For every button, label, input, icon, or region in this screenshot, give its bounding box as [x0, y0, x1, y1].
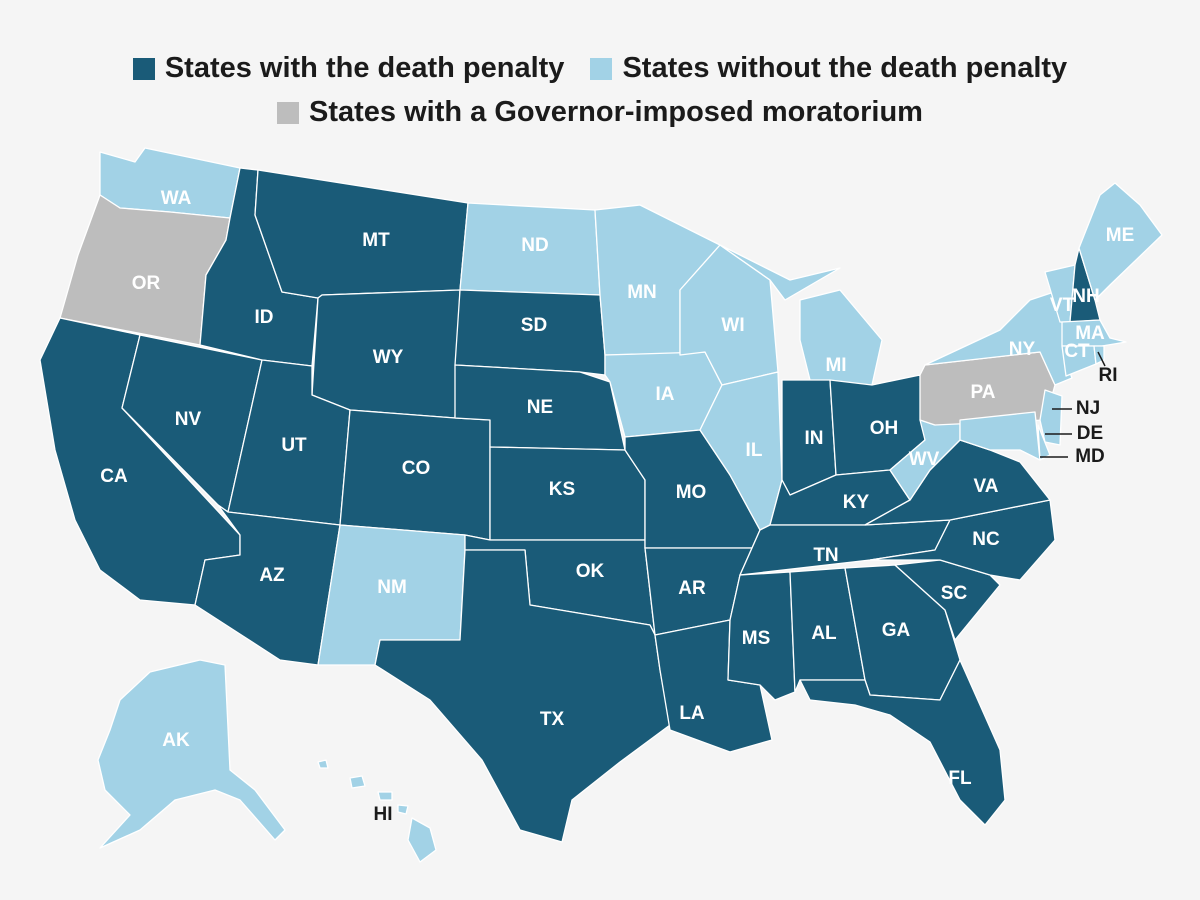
- state-label-ia: IA: [656, 384, 675, 405]
- state-ak: [97, 659, 286, 849]
- state-label-pa: PA: [971, 382, 996, 403]
- state-label-ok: OK: [576, 561, 605, 582]
- state-label-la: LA: [679, 703, 705, 724]
- legend-item-with: States with the death penalty: [132, 52, 565, 85]
- state-label-nc: NC: [972, 529, 1000, 550]
- state-label-oh: OH: [870, 418, 899, 439]
- state-nh: [1069, 247, 1101, 323]
- state-label-ri: RI: [1099, 365, 1118, 386]
- state-hi: [407, 817, 437, 863]
- state-label-fl: FL: [948, 768, 972, 789]
- state-label-nv: NV: [175, 409, 202, 430]
- state-label-sc: SC: [941, 583, 968, 604]
- state-label-nm: NM: [377, 577, 407, 598]
- state-label-ar: AR: [678, 578, 706, 599]
- state-label-il: IL: [746, 440, 763, 461]
- state-label-wy: WY: [373, 347, 404, 368]
- state-label-nh: NH: [1072, 286, 1099, 307]
- state-label-ca: CA: [100, 466, 128, 487]
- state-hi: [377, 791, 393, 801]
- state-shapes: [39, 147, 1163, 863]
- state-label-ut: UT: [281, 435, 307, 456]
- legend-swatch-with: [132, 57, 155, 80]
- state-ms: [727, 571, 796, 701]
- state-label-mn: MN: [627, 282, 657, 303]
- state-label-az: AZ: [259, 565, 285, 586]
- leader-line-ri: [1097, 351, 1106, 367]
- state-label-or: OR: [132, 273, 161, 294]
- state-label-sd: SD: [521, 315, 547, 336]
- state-label-me: ME: [1106, 225, 1135, 246]
- state-label-ks: KS: [549, 479, 575, 500]
- state-label-ky: KY: [843, 492, 870, 513]
- state-label-wv: WV: [909, 449, 940, 470]
- state-hi: [397, 804, 409, 815]
- state-label-nj: NJ: [1076, 398, 1100, 419]
- legend-item-moratorium: States with a Governor-imposed moratoriu…: [277, 96, 923, 129]
- state-labels: WA OR CA NV ID MT WY UT CO AZ NM ND SD NE KS OK TX MN IA MO…: [100, 188, 1134, 825]
- state-fl: [799, 659, 1006, 826]
- state-label-ms: MS: [742, 628, 771, 649]
- state-md: [959, 411, 1041, 461]
- state-label-ny: NY: [1009, 339, 1036, 360]
- state-me: [1078, 182, 1163, 301]
- state-label-tx: TX: [540, 709, 565, 730]
- state-tx: [374, 549, 671, 843]
- state-label-md: MD: [1075, 446, 1105, 467]
- state-mi: [719, 244, 841, 301]
- state-label-wa: WA: [161, 188, 192, 209]
- state-label-mo: MO: [676, 482, 707, 503]
- state-label-va: VA: [974, 476, 999, 497]
- state-label-ct: CT: [1064, 341, 1090, 362]
- state-label-ak: AK: [162, 730, 190, 751]
- state-label-id: ID: [255, 307, 274, 328]
- state-label-hi: HI: [374, 804, 393, 825]
- state-label-mt: MT: [362, 230, 390, 251]
- state-label-ma: MA: [1075, 323, 1105, 344]
- state-label-mi: MI: [825, 355, 846, 376]
- state-label-in: IN: [805, 428, 824, 449]
- state-label-ne: NE: [527, 397, 553, 418]
- legend-swatch-without: [590, 57, 613, 80]
- state-nj: [1039, 389, 1063, 446]
- legend-label-without: States without the death penalty: [622, 52, 1068, 84]
- legend-item-without: States without the death penalty: [590, 52, 1067, 85]
- legend-label-moratorium: States with a Governor-imposed moratoriu…: [309, 96, 923, 128]
- state-hi: [317, 759, 329, 769]
- state-label-co: CO: [402, 458, 431, 479]
- state-label-de: DE: [1077, 423, 1103, 444]
- state-hi: [349, 775, 366, 789]
- legend-label-with: States with the death penalty: [164, 52, 565, 84]
- state-label-tn: TN: [813, 545, 838, 566]
- legend-swatch-moratorium: [277, 101, 300, 124]
- legend-row-2: States with a Governor-imposed moratoriu…: [0, 96, 1200, 129]
- legend-row-1: States with the death penalty States wit…: [0, 52, 1200, 85]
- state-label-ga: GA: [882, 620, 911, 641]
- state-label-al: AL: [811, 623, 837, 644]
- state-label-vt: VT: [1050, 295, 1075, 316]
- state-label-wi: WI: [721, 315, 744, 336]
- state-label-nd: ND: [521, 235, 548, 256]
